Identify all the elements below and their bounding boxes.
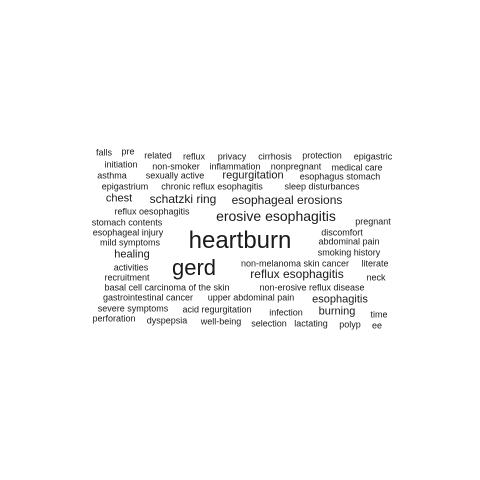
word: abdominal pain [318,236,380,247]
word: asthma [97,170,127,181]
word: nonpregnant [270,161,322,172]
word: reflux esophagitis [250,267,344,281]
word: mild symptoms [99,237,161,248]
word: chronic reflux esophagitis [161,181,263,192]
word: inflammation [209,161,261,172]
word: esophageal erosions [231,193,343,207]
word: medical care [331,162,383,173]
word: dyspepsia [146,315,188,326]
word: esophagitis [312,293,368,306]
word: infection [269,307,303,318]
word: well-being [200,316,242,327]
word: schatzki ring [149,192,217,206]
word: falls [95,147,113,158]
word: discomfort [321,227,363,238]
word: non-erosive reflux disease [259,282,365,293]
word: reflux oesophagitis [114,206,190,217]
word: esophagus stomach [299,171,381,182]
word: time [370,309,388,320]
word: epigastrium [101,181,149,192]
word: sleep disturbances [284,181,360,192]
word: perforation [92,313,136,324]
word: reflux [182,151,206,162]
word: sexually active [145,170,205,181]
word: cirrhosis [258,151,292,162]
word: gerd [171,255,217,280]
word: acid regurgitation [182,304,252,315]
word: healing [114,248,150,261]
word: erosive esophagitis [216,208,336,224]
word: protection [302,150,342,161]
word: epigastric [353,151,393,162]
word: heartburn [188,227,292,254]
word: upper abdominal pain [207,292,295,303]
word: regurgitation [222,169,284,182]
word: esophageal injury [92,227,164,238]
word: gastrointestinal cancer [102,292,194,303]
word: non-melanoma skin cancer [240,258,350,269]
word: polyp [339,319,361,330]
word: pre [121,146,135,157]
word: stomach contents [91,217,163,228]
word: smoking history [317,247,381,258]
word: related [144,150,172,161]
word: selection [251,318,287,329]
word: recruitment [104,272,150,283]
word: severe symptoms [97,303,169,314]
word: literate [361,258,389,269]
word: privacy [217,151,247,162]
word: neck [366,272,386,283]
word: ee [371,320,383,331]
word: lactating [294,318,328,329]
word: activities [113,262,149,273]
word: basal cell carcinoma of the skin [104,282,230,293]
word: chest [105,192,133,205]
word: burning [318,305,356,318]
word: non-smoker [152,161,200,172]
word: initiation [104,159,138,170]
word: pregnant [355,216,391,227]
